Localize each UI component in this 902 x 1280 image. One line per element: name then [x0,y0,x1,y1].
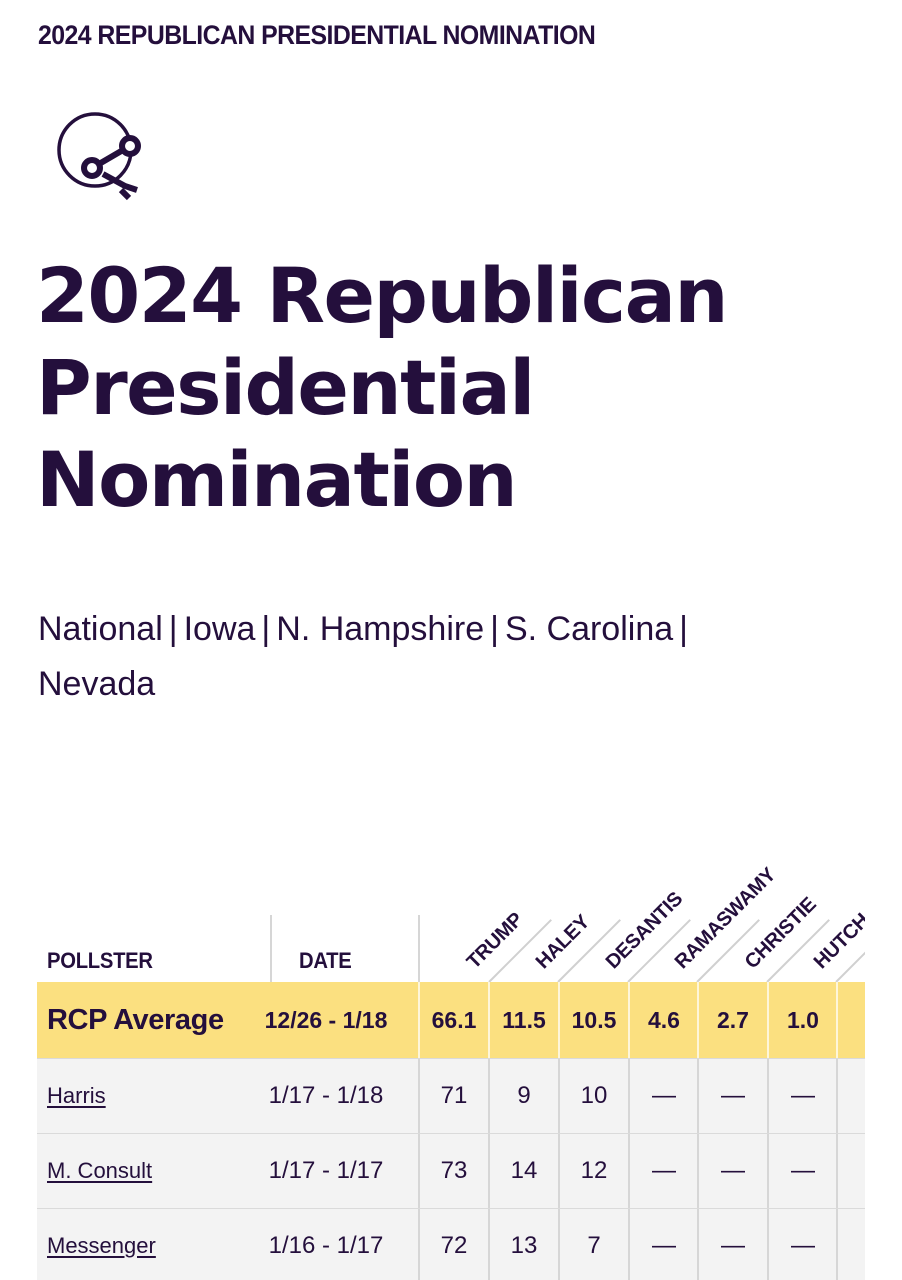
poll-value: — [791,1157,815,1184]
average-label: RCP Average [47,1003,224,1036]
header-candidate-trump[interactable]: TRUMP [462,908,528,974]
poll-date: 1/17 - 1/18 [268,1082,384,1109]
poll-value: — [791,1232,815,1259]
pollster-link[interactable]: Messenger [47,1233,156,1258]
average-value: 66.1 [431,1006,477,1033]
poll-value: — [652,1082,676,1109]
header-divider [418,915,420,982]
header-candidate-haley[interactable]: HALEY [531,910,595,974]
state-nav: National | Iowa | N. Hampshire | S. Carolina | … [38,602,838,712]
header-candidate-hutchinson[interactable]: HUTCH [809,909,865,974]
poll-date: 1/16 - 1/17 [268,1232,384,1259]
header-date[interactable]: DATE [299,948,352,973]
nav-link-national[interactable]: National [38,610,163,648]
nav-link-iowa[interactable]: Iowa [183,610,256,648]
poll-value: 10 [580,1082,608,1109]
rcp-average-row: RCP Average 12/26 - 1/18 66.1 11.5 10.5 … [37,982,865,1058]
poll-value: 72 [440,1232,468,1259]
nav-link-south-carolina[interactable]: S. Carolina [504,610,674,648]
poll-value: — [721,1157,745,1184]
poll-value: 7 [587,1232,601,1259]
average-value: 1.0 [787,1006,819,1033]
nav-link-new-hampshire[interactable]: N. Hampshire [276,610,485,648]
poll-date: 1/17 - 1/17 [268,1157,384,1184]
header-divider [270,915,272,982]
table-header: POLLSTER DATE TRUMP HALEY DESANTIS RAMAS… [37,860,865,983]
table-row: M. Consult 1/17 - 1/17 73 14 12 — — — [37,1133,865,1208]
poll-value: — [721,1232,745,1259]
nav-separator: | [490,610,499,648]
share-network-icon [57,112,141,201]
average-value: 10.5 [571,1006,617,1033]
nav-link-nevada[interactable]: Nevada [38,665,156,703]
poll-value: 71 [440,1082,468,1109]
header-pollster[interactable]: POLLSTER [47,948,153,973]
nav-separator: | [679,610,688,648]
average-value: 11.5 [502,1006,546,1033]
poll-value: 73 [440,1157,468,1184]
polls-table: POLLSTER DATE TRUMP HALEY DESANTIS RAMAS… [37,860,865,1280]
poll-value: — [652,1157,676,1184]
page-title: 2024 Republican Presidential Nomination [36,251,729,524]
nav-separator: | [168,610,178,648]
poll-value: 13 [510,1232,538,1259]
average-date: 12/26 - 1/18 [264,1006,388,1033]
table-row: Harris 1/17 - 1/18 71 9 10 — — — [37,1058,865,1133]
poll-value: 12 [580,1157,608,1184]
pollster-link[interactable]: Harris [47,1083,106,1108]
poll-value: — [652,1232,676,1259]
average-value: 4.6 [648,1006,680,1033]
poll-value: 14 [510,1157,538,1184]
nav-separator: | [261,610,271,648]
poll-value: 9 [517,1082,531,1109]
pollster-link[interactable]: M. Consult [47,1158,153,1183]
average-value: 2.7 [717,1006,749,1033]
poll-value: — [721,1082,745,1109]
table-row: Messenger 1/16 - 1/17 72 13 7 — — — [37,1208,865,1280]
poll-value: — [791,1082,815,1109]
section-title: 2024 REPUBLICAN PRESIDENTIAL NOMINATION [38,20,596,50]
